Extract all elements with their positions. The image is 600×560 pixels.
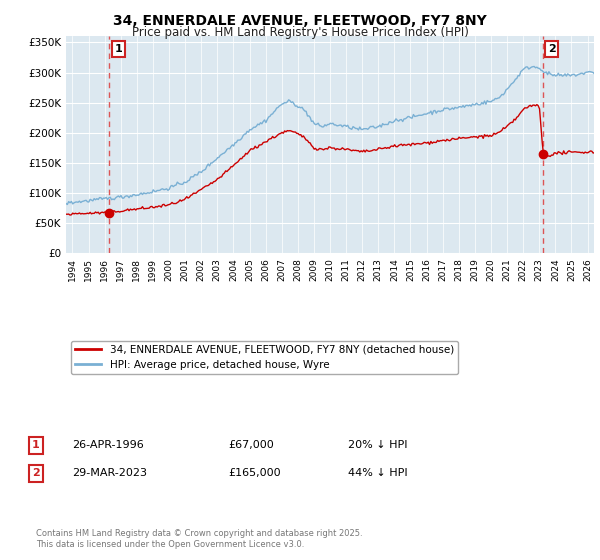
Text: £165,000: £165,000 — [228, 468, 281, 478]
Text: £67,000: £67,000 — [228, 440, 274, 450]
Text: 1: 1 — [32, 440, 40, 450]
Text: Contains HM Land Registry data © Crown copyright and database right 2025.
This d: Contains HM Land Registry data © Crown c… — [36, 529, 362, 549]
Text: 2: 2 — [32, 468, 40, 478]
Text: 34, ENNERDALE AVENUE, FLEETWOOD, FY7 8NY: 34, ENNERDALE AVENUE, FLEETWOOD, FY7 8NY — [113, 14, 487, 28]
Text: 26-APR-1996: 26-APR-1996 — [72, 440, 144, 450]
Text: 44% ↓ HPI: 44% ↓ HPI — [348, 468, 407, 478]
Text: 2: 2 — [548, 44, 556, 54]
Text: 20% ↓ HPI: 20% ↓ HPI — [348, 440, 407, 450]
Text: 1: 1 — [114, 44, 122, 54]
Text: Price paid vs. HM Land Registry's House Price Index (HPI): Price paid vs. HM Land Registry's House … — [131, 26, 469, 39]
Text: 29-MAR-2023: 29-MAR-2023 — [72, 468, 147, 478]
Legend: 34, ENNERDALE AVENUE, FLEETWOOD, FY7 8NY (detached house), HPI: Average price, d: 34, ENNERDALE AVENUE, FLEETWOOD, FY7 8NY… — [71, 340, 458, 374]
